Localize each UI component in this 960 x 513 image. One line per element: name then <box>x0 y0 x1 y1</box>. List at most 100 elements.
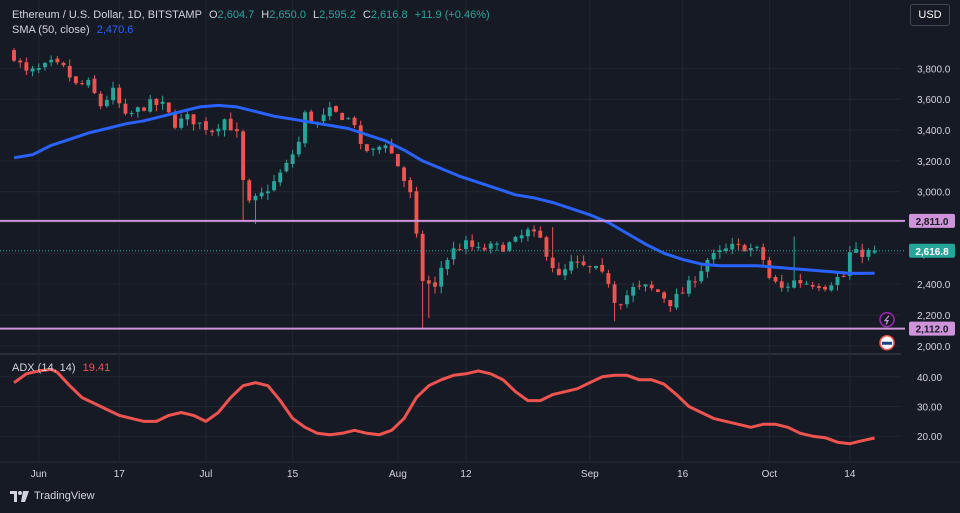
candle[interactable] <box>625 295 629 305</box>
horizontal-levels[interactable] <box>0 219 905 330</box>
candle[interactable] <box>234 129 239 132</box>
candle[interactable] <box>67 65 72 78</box>
candle[interactable] <box>98 93 103 107</box>
candle[interactable] <box>24 62 29 71</box>
candle[interactable] <box>80 83 85 85</box>
candle[interactable] <box>309 111 314 122</box>
candle[interactable] <box>841 275 846 277</box>
candle[interactable] <box>519 235 524 239</box>
candle[interactable] <box>203 121 208 130</box>
candle[interactable] <box>594 266 598 269</box>
candle[interactable] <box>686 280 691 294</box>
candle[interactable] <box>303 112 307 144</box>
candle[interactable] <box>872 250 877 253</box>
candle[interactable] <box>241 131 246 180</box>
candle[interactable] <box>179 118 184 128</box>
candle[interactable] <box>761 247 766 260</box>
candle[interactable] <box>278 172 283 183</box>
candle[interactable] <box>73 76 78 84</box>
candle[interactable] <box>717 250 722 253</box>
candle[interactable] <box>272 181 276 191</box>
candle[interactable] <box>364 144 369 152</box>
candle[interactable] <box>637 285 642 287</box>
candle[interactable] <box>439 267 444 287</box>
candle[interactable] <box>488 243 493 249</box>
candle[interactable] <box>470 240 475 247</box>
candle[interactable] <box>507 242 512 251</box>
candle[interactable] <box>823 286 828 290</box>
sma-series[interactable] <box>13 103 875 275</box>
candle[interactable] <box>55 58 60 63</box>
candle[interactable] <box>36 68 41 70</box>
candle[interactable] <box>166 102 171 113</box>
candle[interactable] <box>804 283 809 285</box>
candle[interactable] <box>340 112 345 121</box>
candle[interactable] <box>829 285 834 291</box>
tradingview-brand[interactable]: TradingView <box>10 489 95 503</box>
candle[interactable] <box>222 119 227 131</box>
candle[interactable] <box>104 99 109 107</box>
candle[interactable] <box>253 195 258 201</box>
candle[interactable] <box>61 62 66 66</box>
candle[interactable] <box>389 145 394 154</box>
candle[interactable] <box>346 118 351 120</box>
candle[interactable] <box>395 153 400 167</box>
candle[interactable] <box>482 247 487 250</box>
candle[interactable] <box>228 118 233 131</box>
candle[interactable] <box>513 236 518 242</box>
candle[interactable] <box>792 280 797 288</box>
candle[interactable] <box>816 286 821 288</box>
candle[interactable] <box>43 62 47 68</box>
candle[interactable] <box>662 292 667 299</box>
candle[interactable] <box>445 260 450 270</box>
candle[interactable] <box>247 180 252 201</box>
lightning-icon[interactable] <box>879 311 895 328</box>
candle[interactable] <box>631 286 636 296</box>
candle[interactable] <box>197 122 202 124</box>
candle[interactable] <box>649 284 654 289</box>
candle[interactable] <box>148 99 153 112</box>
candle[interactable] <box>835 277 840 286</box>
candle[interactable] <box>18 60 23 63</box>
candle[interactable] <box>854 249 858 253</box>
candle[interactable] <box>736 243 741 245</box>
adx-line[interactable] <box>13 367 875 446</box>
candle[interactable] <box>154 98 159 105</box>
candle[interactable] <box>643 284 648 287</box>
candle[interactable] <box>501 244 506 252</box>
candle[interactable] <box>730 243 735 250</box>
candle[interactable] <box>810 285 815 287</box>
candle[interactable] <box>451 248 456 260</box>
candle[interactable] <box>191 114 196 125</box>
candle[interactable] <box>123 103 128 114</box>
candle[interactable] <box>464 240 468 249</box>
candle[interactable] <box>290 154 295 165</box>
candle[interactable] <box>860 249 865 258</box>
candle[interactable] <box>371 148 376 150</box>
currency-button[interactable]: USD <box>910 4 950 26</box>
candle[interactable] <box>575 261 580 263</box>
candle[interactable] <box>117 87 122 104</box>
candle[interactable] <box>544 237 549 257</box>
candle[interactable] <box>847 252 852 276</box>
candle[interactable] <box>129 113 134 115</box>
candle[interactable] <box>532 229 537 232</box>
candle[interactable] <box>457 249 462 251</box>
candle[interactable] <box>742 245 747 252</box>
candle[interactable] <box>476 246 481 248</box>
candle[interactable] <box>49 59 54 63</box>
candlestick-series[interactable] <box>12 48 877 329</box>
candle[interactable] <box>111 87 116 101</box>
candle[interactable] <box>674 293 679 308</box>
candle[interactable] <box>525 229 530 237</box>
candle[interactable] <box>494 243 499 245</box>
candle[interactable] <box>296 141 301 155</box>
candle[interactable] <box>408 180 413 193</box>
candle[interactable] <box>680 292 685 294</box>
candle[interactable] <box>420 233 425 281</box>
candle[interactable] <box>327 107 332 117</box>
candle[interactable] <box>321 114 326 122</box>
candle[interactable] <box>606 273 611 284</box>
candle[interactable] <box>866 249 871 257</box>
